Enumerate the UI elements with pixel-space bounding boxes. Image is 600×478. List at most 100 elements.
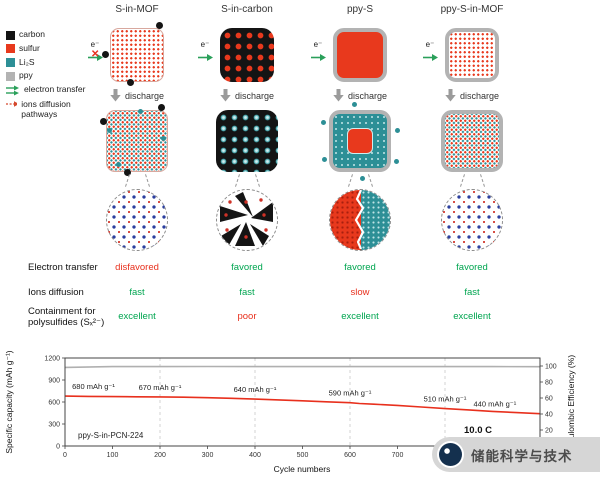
- y-tick-label-left: 300: [48, 422, 60, 429]
- down-arrow-icon: [220, 89, 231, 102]
- polysulfide-dot: [352, 102, 357, 107]
- containment-value-col2: poor: [237, 311, 257, 322]
- down-arrow-icon: [445, 89, 456, 102]
- x-tick-label: 600: [344, 452, 356, 459]
- capacity-annotation: 680 mAh g⁻¹: [72, 382, 115, 391]
- legend: carbon sulfur Li₂S ppy electron transfer…: [6, 29, 92, 124]
- magnified-view-s-in-mof: [106, 189, 168, 251]
- sulfur-swatch: [6, 44, 15, 54]
- capacity-annotation: 670 mAh g⁻¹: [139, 383, 182, 392]
- x-tick-label: 300: [202, 452, 214, 459]
- s-in-mof-charged-box: [110, 28, 164, 82]
- x-tick-label: 700: [392, 452, 404, 459]
- column-title-ppy-s: ppy-S: [346, 4, 374, 15]
- magnified-view-ppy-s-in-mof: [441, 189, 503, 251]
- legend-item-electron-transfer: electron transfer: [6, 84, 92, 96]
- column-title-ppy-s-in-mof: ppy-S-in-MOF: [440, 4, 504, 15]
- green-arrow-icon: [87, 54, 103, 61]
- li2s-swatch: [6, 58, 15, 68]
- y-tick-label-right: 100: [545, 364, 557, 371]
- series-specific-capacity: [64, 395, 541, 415]
- y-tick-label-right: 20: [545, 428, 553, 435]
- electron-arrow-col2: e⁻: [194, 40, 216, 67]
- watermark: 储能科学与技术: [432, 437, 600, 472]
- row-label-electron-transfer: Electron transfer: [28, 262, 98, 273]
- s-in-carbon-discharged-box: [216, 110, 278, 172]
- legend-item-ions-diffusion: ions diffusion pathways: [6, 99, 92, 120]
- carbon-particle-dot: [100, 118, 107, 125]
- ppy-s-in-mof-charged-box: [445, 28, 499, 82]
- legend-item-li2s: Li₂S: [6, 56, 92, 68]
- green-arrow-icon: [197, 54, 213, 61]
- row-label-containment-line2: polysulfides (Sₓ²⁻): [28, 317, 105, 328]
- ions-diffusion-value-col2: fast: [239, 287, 255, 298]
- electron-arrow-col4: e⁻: [419, 40, 441, 67]
- electron-label: e⁻: [90, 40, 100, 49]
- li2s-dot: [138, 109, 143, 114]
- polysulfide-dot: [360, 176, 365, 181]
- x-tick-label: 500: [297, 452, 309, 459]
- x-tick-label: 400: [249, 452, 261, 459]
- legend-item-sulfur: sulfur: [6, 42, 92, 54]
- row-label-ions-diffusion: Ions diffusion: [28, 287, 84, 298]
- discharge-label: discharge: [347, 90, 388, 101]
- rate-label: 10.0 C: [464, 425, 492, 436]
- callout-line: [145, 174, 150, 187]
- li2s-region: [361, 190, 390, 250]
- electron-label: e⁻: [425, 40, 435, 49]
- li2s-dot: [161, 136, 166, 141]
- ions-diffusion-value-col1: fast: [129, 287, 145, 298]
- ions-diffusion-value-col4: fast: [464, 287, 480, 298]
- series-coulombic-efficiency: [64, 365, 541, 369]
- row-label-containment-line1: Containment for: [28, 306, 96, 317]
- polysulfide-dot: [394, 159, 399, 164]
- y-axis-label-left: Specific capacity (mAh g⁻¹): [4, 350, 14, 453]
- green-arrow-icon: [310, 54, 326, 61]
- blocked-cross-icon: ✕: [91, 49, 100, 60]
- y-tick-label-left: 900: [48, 378, 60, 385]
- callout-line: [125, 174, 130, 187]
- polysulfide-dot: [322, 157, 327, 162]
- crack-icon: [354, 190, 365, 249]
- watermark-logo-emblem: [439, 443, 462, 466]
- discharge-step-col2: discharge: [215, 89, 279, 102]
- containment-value-col3: excellent: [341, 311, 379, 322]
- electron-transfer-value-col3: favored: [344, 262, 376, 273]
- legend-label-sulfur: sulfur: [19, 42, 40, 53]
- ppy-s-in-mof-discharged-box: [441, 110, 503, 172]
- x-tick-label: 0: [63, 452, 67, 459]
- y-tick-label-left: 1200: [44, 356, 60, 363]
- watermark-logo: [437, 441, 464, 468]
- column-title-s-in-mof: S-in-MOF: [115, 4, 159, 15]
- callout-line: [348, 174, 353, 187]
- sample-label: ppy-S-in-PCN-224: [78, 431, 144, 440]
- discharge-label: discharge: [459, 90, 500, 101]
- electron-transfer-value-col1: disfavored: [115, 262, 159, 273]
- callout-line: [235, 174, 240, 187]
- carbon-swatch: [6, 30, 15, 40]
- electron-transfer-value-col2: favored: [231, 262, 263, 273]
- magnified-view-s-in-carbon: [216, 189, 278, 251]
- legend-label-electron-transfer: electron transfer: [24, 84, 86, 95]
- down-arrow-icon: [110, 89, 121, 102]
- magnified-view-ppy-s: [329, 189, 391, 251]
- callout-line: [480, 174, 485, 187]
- y-tick-label-left: 600: [48, 400, 60, 407]
- li2s-dot: [107, 128, 112, 133]
- legend-item-carbon: carbon: [6, 29, 92, 40]
- discharge-step-col1: discharge: [105, 89, 169, 102]
- ppy-s-discharged-box: [329, 110, 391, 172]
- legend-label-ppy: ppy: [19, 70, 33, 81]
- legend-label-li2s: Li₂S: [19, 56, 35, 67]
- cracked-carbon-icon: [220, 192, 273, 246]
- ppy-swatch: [6, 71, 15, 81]
- s-in-carbon-charged-box: [220, 28, 274, 82]
- electron-label: e⁻: [200, 40, 210, 49]
- capacity-annotation: 590 mAh g⁻¹: [329, 389, 372, 398]
- y-axis-label-right: Coulombic Efficiency (%): [566, 355, 576, 449]
- x-tick-label: 100: [107, 452, 119, 459]
- column-title-s-in-carbon: S-in-carbon: [221, 4, 273, 15]
- ions-diffusion-icon: [6, 101, 18, 107]
- discharge-step-col3: discharge: [328, 89, 392, 102]
- s-in-mof-discharged-box: [106, 110, 168, 172]
